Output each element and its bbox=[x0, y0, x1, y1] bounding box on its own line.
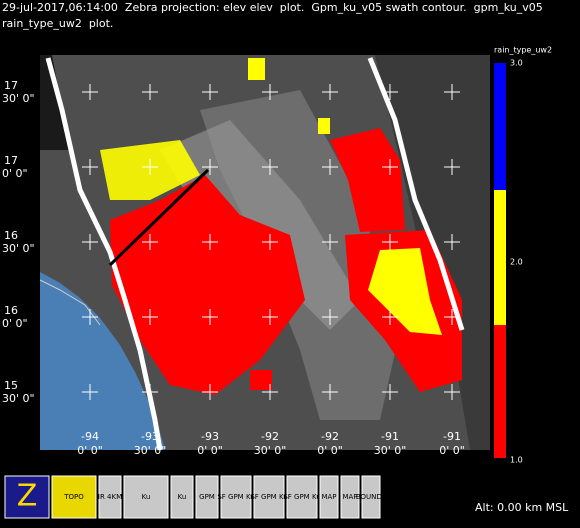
button-face bbox=[340, 475, 360, 519]
colorbar-segment bbox=[494, 325, 506, 458]
lon-label: -91 bbox=[443, 430, 461, 443]
lon-label: 30' 0" bbox=[254, 444, 287, 457]
rain-area bbox=[368, 248, 442, 335]
lon-label: 0' 0" bbox=[439, 444, 465, 457]
button-face bbox=[253, 475, 285, 519]
button-label: Z bbox=[17, 479, 38, 514]
toolbar-button[interactable]: MAP bbox=[340, 475, 360, 519]
rain-area bbox=[318, 118, 330, 134]
lon-label: -91 bbox=[381, 430, 399, 443]
swath-edge bbox=[367, 57, 465, 331]
button-face bbox=[195, 475, 219, 519]
button-face bbox=[123, 475, 169, 519]
rain-area bbox=[110, 175, 305, 395]
toolbar-button[interactable]: SF GPM Ku bbox=[283, 475, 321, 519]
toolbar-button[interactable]: Ku bbox=[123, 475, 169, 519]
grid-crosses bbox=[82, 84, 460, 400]
lat-label: 30' 0" bbox=[2, 392, 35, 405]
lat-label: 0' 0" bbox=[2, 317, 28, 330]
header-line: 29-jul-2017,06:14:00 Zebra projection: e… bbox=[2, 1, 543, 14]
button-label: SF GPM Ku bbox=[217, 493, 254, 501]
lon-label: 0' 0" bbox=[317, 444, 343, 457]
button-face bbox=[4, 475, 50, 519]
button-face bbox=[98, 475, 122, 519]
header-line: rain_type_uw2 plot. bbox=[2, 17, 113, 30]
lon-label: 0' 0" bbox=[77, 444, 103, 457]
toolbar-button[interactable]: SF GPM Ku bbox=[217, 475, 255, 519]
toolbar-button[interactable]: BOUNDS bbox=[356, 475, 387, 519]
toolbar-button[interactable]: SF GPM Ku bbox=[250, 475, 288, 519]
toolbar-button[interactable]: IR 4KM bbox=[98, 475, 122, 519]
lat-label: 15 bbox=[4, 379, 18, 392]
colorbar-label: 2.0 bbox=[510, 258, 523, 267]
lon-label: -93 bbox=[141, 430, 159, 443]
button-face bbox=[361, 475, 381, 519]
button-label: Ku bbox=[178, 493, 187, 501]
toolbar-button[interactable]: GPM bbox=[195, 475, 219, 519]
button-face bbox=[170, 475, 194, 519]
button-label: MAP bbox=[321, 493, 336, 501]
lat-label: 17 bbox=[4, 79, 18, 92]
button-label: Ku bbox=[142, 493, 151, 501]
lon-label: -92 bbox=[261, 430, 279, 443]
button-label: MAP bbox=[342, 493, 357, 501]
lat-label: 17 bbox=[4, 154, 18, 167]
button-label: IR 4KM bbox=[98, 493, 122, 501]
button-face bbox=[319, 475, 339, 519]
lon-label: -92 bbox=[321, 430, 339, 443]
border bbox=[39, 279, 101, 326]
button-face bbox=[51, 475, 97, 519]
colorbar-segment bbox=[494, 190, 506, 325]
colorbar: rain_type_uw2 bbox=[494, 46, 552, 458]
button-face bbox=[220, 475, 252, 519]
colorbar-label: 1.0 bbox=[510, 456, 523, 465]
button-label: BOUNDS bbox=[356, 493, 387, 501]
colorbar-title: rain_type_uw2 bbox=[494, 46, 552, 55]
cross-section-line bbox=[108, 168, 210, 267]
map bbox=[39, 55, 490, 451]
swath-edge bbox=[45, 57, 163, 451]
button-face bbox=[286, 475, 318, 519]
button-label: SF GPM Ku bbox=[250, 493, 287, 501]
button-label: SF GPM Ku bbox=[283, 493, 320, 501]
lat-label: 16 bbox=[4, 229, 18, 242]
rain-area bbox=[248, 58, 265, 80]
rain-area bbox=[330, 128, 405, 232]
button-label: GPM bbox=[199, 493, 215, 501]
lat-label: 30' 0" bbox=[2, 92, 35, 105]
toolbar-button[interactable]: Z bbox=[4, 475, 50, 519]
lon-label: -93 bbox=[201, 430, 219, 443]
toolbar-button[interactable]: MAP bbox=[319, 475, 339, 519]
lat-label: 16 bbox=[4, 304, 18, 317]
colorbar-segment bbox=[494, 63, 506, 190]
lat-label: 30' 0" bbox=[2, 242, 35, 255]
lon-label: 0' 0" bbox=[197, 444, 223, 457]
colorbar-label: 3.0 bbox=[510, 59, 523, 68]
lon-label: 30' 0" bbox=[134, 444, 167, 457]
toolbar-button[interactable]: TOPO bbox=[51, 475, 97, 519]
status: Alt: 0.00 km MSL bbox=[475, 501, 569, 514]
lon-label: 30' 0" bbox=[374, 444, 407, 457]
button-label: TOPO bbox=[63, 493, 84, 501]
no-data bbox=[40, 55, 70, 150]
lat-label: 0' 0" bbox=[2, 167, 28, 180]
rain-area bbox=[250, 370, 272, 390]
toolbar-button[interactable]: Ku bbox=[170, 475, 194, 519]
ocean bbox=[40, 272, 165, 450]
lon-label: -94 bbox=[81, 430, 99, 443]
